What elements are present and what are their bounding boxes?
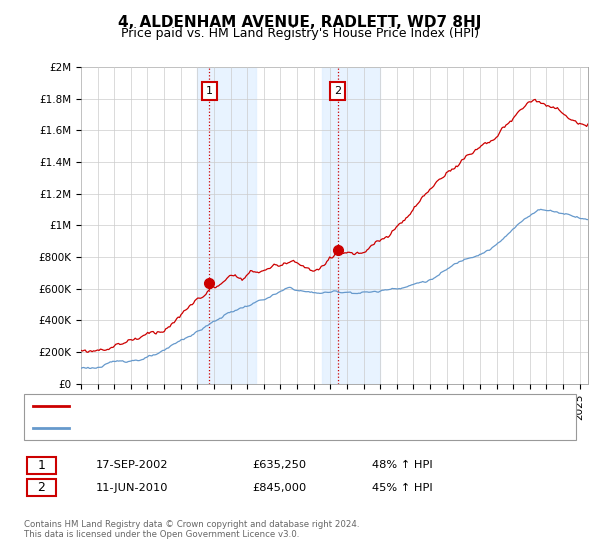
Text: 1: 1 [37,459,46,472]
Text: 45% ↑ HPI: 45% ↑ HPI [372,483,433,493]
Text: 1: 1 [206,86,213,96]
Text: 4, ALDENHAM AVENUE, RADLETT, WD7 8HJ: 4, ALDENHAM AVENUE, RADLETT, WD7 8HJ [118,15,482,30]
Text: HPI: Average price, detached house, Hertsmere: HPI: Average price, detached house, Hert… [75,423,335,433]
Text: 11-JUN-2010: 11-JUN-2010 [96,483,169,493]
Text: Price paid vs. HM Land Registry's House Price Index (HPI): Price paid vs. HM Land Registry's House … [121,27,479,40]
Text: £845,000: £845,000 [252,483,306,493]
Bar [322,67,380,384]
Text: 4, ALDENHAM AVENUE, RADLETT, WD7 8HJ (detached house): 4, ALDENHAM AVENUE, RADLETT, WD7 8HJ (de… [75,401,409,411]
Text: 2: 2 [37,481,46,494]
Text: £635,250: £635,250 [252,460,306,470]
Text: 48% ↑ HPI: 48% ↑ HPI [372,460,433,470]
Text: 2: 2 [334,86,341,96]
Bar [197,67,256,384]
Text: 17-SEP-2002: 17-SEP-2002 [96,460,169,470]
Text: Contains HM Land Registry data © Crown copyright and database right 2024.
This d: Contains HM Land Registry data © Crown c… [24,520,359,539]
